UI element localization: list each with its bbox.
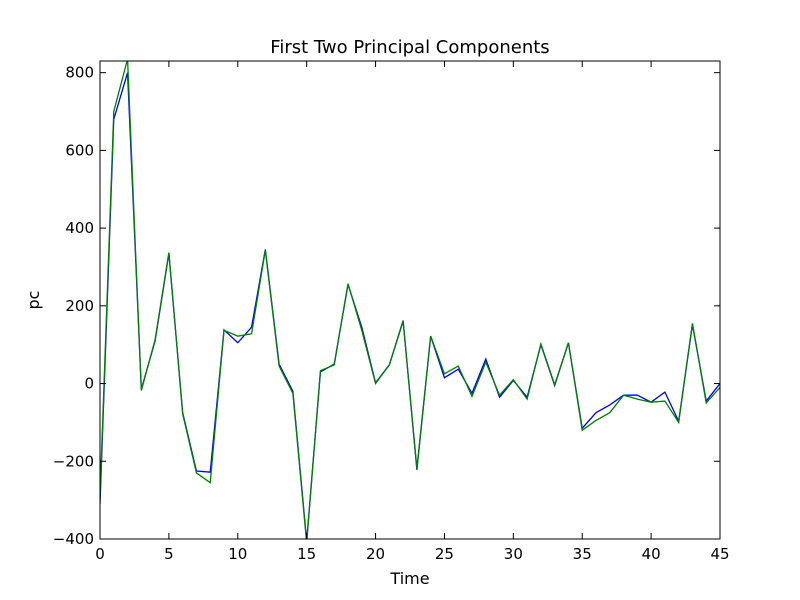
x-tick-label: 20 — [366, 545, 385, 563]
x-tick-label: 45 — [710, 545, 729, 563]
x-tick-label: 35 — [573, 545, 592, 563]
y-tick-label: 800 — [65, 64, 94, 82]
y-tick-label: 0 — [84, 375, 94, 393]
plot-area: 0 5 10 15 20 25 30 35 40 45 −400 −200 0 200 400 600 800 — [53, 60, 730, 563]
series-line-2 — [100, 61, 720, 539]
y-tick-label: 600 — [65, 141, 94, 159]
y-tick-label: −200 — [53, 452, 94, 470]
x-tick-label: 10 — [228, 545, 247, 563]
x-tick-label: 5 — [164, 545, 174, 563]
y-tick-label: 200 — [65, 297, 94, 315]
x-axis-label: Time — [389, 569, 429, 588]
y-tick-label: 400 — [65, 219, 94, 237]
x-tick-label: 25 — [435, 545, 454, 563]
axes-frame — [99, 60, 721, 540]
y-tick-label: −400 — [53, 530, 94, 548]
y-axis-label: pc — [24, 291, 43, 310]
x-tick-label: 30 — [504, 545, 523, 563]
x-tick-label: 40 — [642, 545, 661, 563]
chart-title: First Two Principal Components — [270, 37, 549, 58]
x-tick-label: 0 — [95, 545, 105, 563]
x-tick-label: 15 — [297, 545, 316, 563]
